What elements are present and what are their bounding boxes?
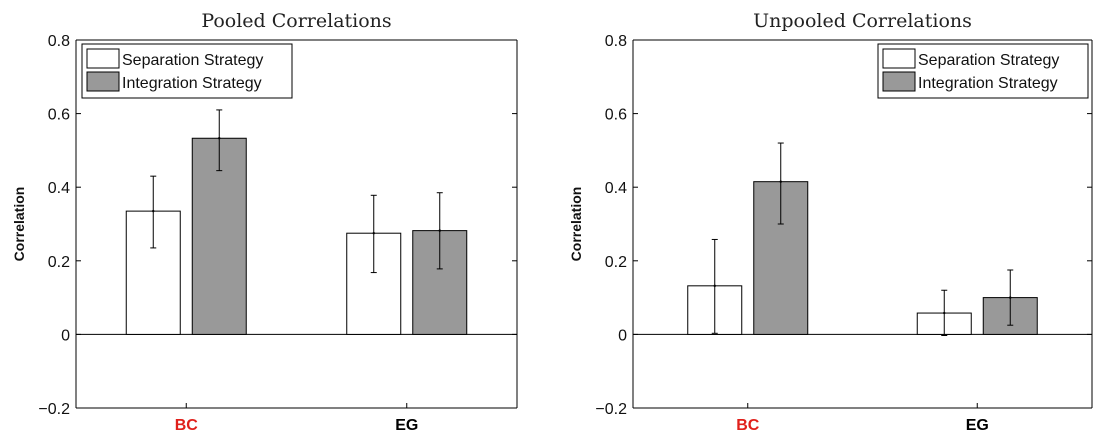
legend-label: Integration Strategy — [918, 75, 1058, 92]
y-tick-label: 0.8 — [605, 33, 627, 50]
legend-swatch-separation — [86, 48, 120, 69]
legend-label: Separation Strategy — [918, 52, 1059, 69]
chart-panel-1: Pooled Correlations −0.2 0 0.2 0.4 0.6 0.8 Corr… — [11, 10, 518, 434]
y-tick-label: 0 — [61, 327, 70, 344]
y-tick-label: 0 — [618, 327, 627, 344]
y-tick-label: 0.4 — [605, 180, 627, 197]
y-tick-label: 0.2 — [48, 254, 70, 271]
chart-title: Unpooled Correlations — [753, 10, 972, 32]
legend-swatch-integration — [882, 71, 916, 92]
bar-mean-marker — [779, 180, 782, 183]
legend-label: Separation Strategy — [122, 52, 263, 69]
x-tick-label-eg: EG — [966, 417, 989, 434]
bar-mean-marker — [372, 232, 375, 235]
x-tick-label-bc: BC — [175, 417, 199, 434]
legend-swatch-integration — [86, 71, 120, 92]
bar-mean-marker — [218, 137, 221, 140]
chart-title: Pooled Correlations — [201, 10, 391, 32]
legend: Separation Strategy Integration Strategy — [877, 43, 1089, 99]
x-tick-label-bc: BC — [736, 417, 760, 434]
legend: Separation Strategy Integration Strategy — [81, 43, 293, 99]
y-tick-label: −0.2 — [595, 401, 627, 418]
chart-panel-2: Unpooled Correlations −0.2 0 0.2 0.4 0.6 0.8 Co… — [568, 10, 1093, 434]
legend-label: Integration Strategy — [122, 75, 262, 92]
bar-mean-marker — [943, 311, 946, 315]
y-tick-label: 0.4 — [48, 180, 70, 197]
y-tick-label: 0.8 — [48, 33, 70, 50]
y-tick-label: 0.6 — [605, 107, 627, 124]
bar-mean-marker — [713, 284, 716, 288]
y-tick-label: −0.2 — [38, 401, 70, 418]
bar-mean-marker — [1009, 296, 1012, 299]
y-tick-label: 0.2 — [605, 254, 627, 271]
bar-mean-marker — [152, 209, 155, 213]
y-axis-label: Correlation — [11, 187, 27, 262]
bar-mean-marker — [438, 229, 441, 232]
y-axis-label: Correlation — [568, 187, 584, 262]
x-tick-label-eg: EG — [395, 417, 418, 434]
legend-swatch-separation — [882, 48, 916, 69]
y-tick-label: 0.6 — [48, 107, 70, 124]
